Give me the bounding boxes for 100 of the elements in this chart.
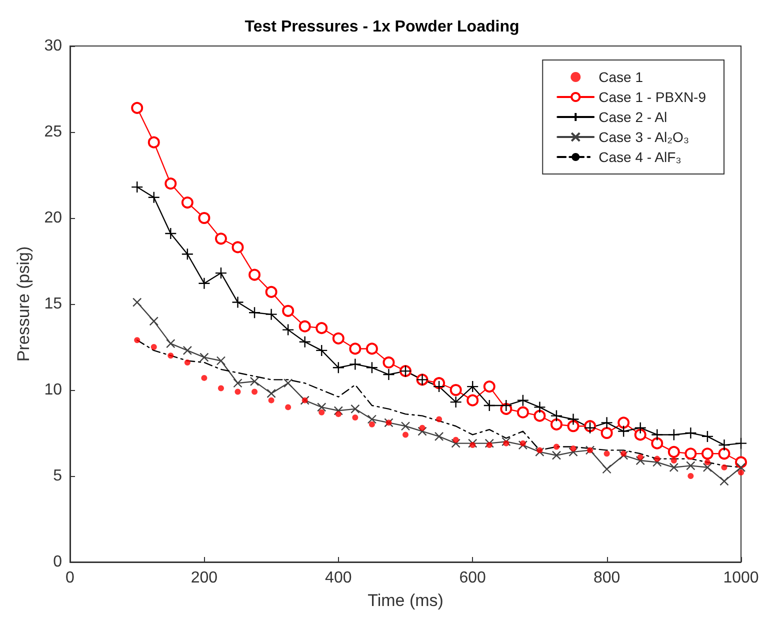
- point: [148, 191, 160, 204]
- legend-label: Case 4 - AlF₃: [598, 149, 682, 165]
- point: [164, 227, 177, 240]
- x-tick-label: 200: [190, 570, 218, 586]
- x-tick-label: 600: [459, 570, 486, 586]
- point: [734, 437, 748, 450]
- point: [451, 438, 460, 448]
- legend-label: Case 1 - PBXN-9: [598, 89, 706, 105]
- point: [316, 344, 328, 357]
- point: [318, 409, 325, 416]
- point: [718, 448, 730, 460]
- point: [701, 448, 714, 460]
- point: [402, 432, 408, 438]
- point: [150, 344, 157, 350]
- point: [602, 464, 612, 474]
- point: [637, 454, 644, 460]
- point: [720, 476, 729, 486]
- point: [164, 178, 177, 190]
- legend-label: Case 2 - Al: [598, 109, 668, 125]
- point: [654, 456, 660, 462]
- point: [688, 473, 694, 479]
- point: [534, 401, 546, 414]
- point: [182, 346, 192, 356]
- point: [248, 306, 261, 319]
- point: [218, 385, 224, 392]
- point: [434, 432, 444, 442]
- point: [502, 437, 511, 446]
- point: [651, 437, 664, 450]
- y-tick-label: 20: [44, 210, 62, 226]
- point: [718, 438, 730, 452]
- point: [651, 428, 664, 441]
- point: [316, 322, 328, 334]
- point: [600, 427, 613, 439]
- point: [168, 352, 174, 359]
- point: [738, 470, 744, 476]
- point: [349, 358, 362, 370]
- point: [721, 464, 728, 470]
- point: [550, 410, 563, 422]
- point: [686, 461, 696, 470]
- point: [350, 404, 360, 414]
- point: [470, 442, 476, 448]
- point: [332, 362, 344, 374]
- point: [617, 425, 630, 438]
- point: [298, 336, 311, 348]
- point: [535, 447, 544, 457]
- legend-label: Case 3 - Al₂O₃: [598, 129, 690, 145]
- point: [232, 241, 244, 254]
- point: [600, 416, 613, 429]
- y-tick-label: 0: [53, 554, 62, 570]
- point: [214, 266, 228, 280]
- point: [652, 458, 662, 467]
- point: [500, 399, 512, 412]
- point: [570, 445, 576, 452]
- point: [419, 424, 426, 431]
- point: [604, 450, 610, 457]
- point: [366, 342, 378, 355]
- point: [536, 447, 543, 454]
- point: [335, 411, 342, 418]
- x-tick-label: 1000: [723, 570, 759, 586]
- point: [432, 380, 446, 393]
- point: [668, 428, 680, 441]
- y-tick-label: 25: [44, 124, 62, 140]
- point: [214, 232, 227, 245]
- point: [568, 447, 578, 457]
- point: [233, 378, 242, 388]
- point: [216, 356, 226, 366]
- point: [534, 410, 546, 422]
- point: [634, 422, 646, 434]
- point: [317, 402, 326, 412]
- point: [285, 404, 292, 410]
- point: [436, 416, 442, 422]
- point: [567, 420, 580, 432]
- point: [198, 212, 210, 224]
- point: [352, 414, 358, 421]
- point: [283, 378, 293, 388]
- y-tick-label: 30: [44, 38, 62, 54]
- point: [298, 320, 311, 332]
- point: [266, 388, 276, 398]
- legend-label: Case 1: [598, 69, 644, 85]
- point: [701, 430, 714, 443]
- x-axis-title: Time (ms): [368, 591, 444, 610]
- point: [198, 277, 210, 290]
- point: [134, 337, 140, 344]
- point: [349, 342, 362, 355]
- y-tick-label: 10: [44, 382, 62, 398]
- point: [550, 418, 562, 430]
- point: [618, 450, 628, 460]
- point: [567, 413, 580, 426]
- point: [450, 396, 462, 408]
- point: [418, 426, 427, 436]
- point: [184, 359, 190, 366]
- point: [450, 384, 462, 396]
- point: [466, 380, 479, 393]
- point: [702, 462, 712, 472]
- point: [181, 196, 194, 209]
- point: [166, 338, 176, 348]
- point: [201, 374, 208, 381]
- point: [483, 399, 496, 412]
- point: [670, 458, 677, 464]
- point: [282, 304, 294, 317]
